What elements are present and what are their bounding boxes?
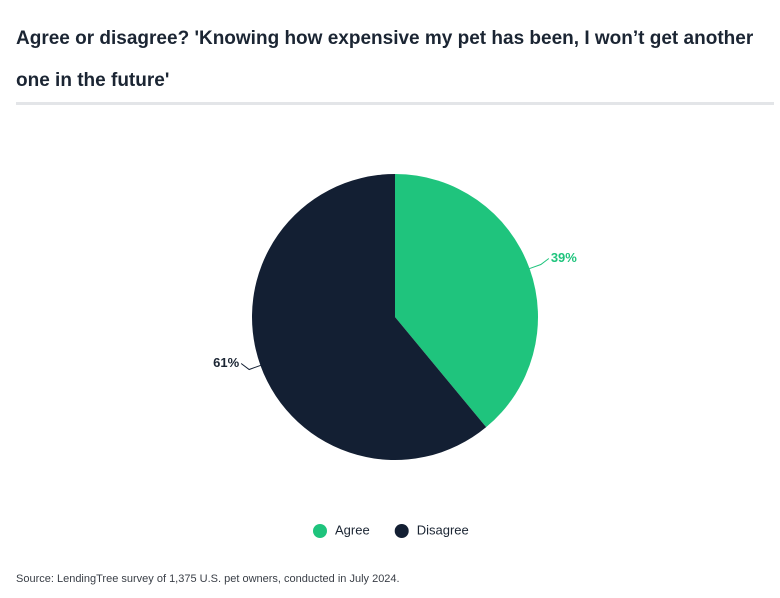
title-rule xyxy=(16,102,774,105)
legend-marker xyxy=(313,524,327,538)
source-note: Source: LendingTree survey of 1,375 U.S.… xyxy=(16,573,400,585)
legend-marker xyxy=(394,524,409,538)
chart-title: Agree or disagree? 'Knowing how expensiv… xyxy=(16,28,754,91)
data-label: 61% xyxy=(213,355,239,370)
leader-line xyxy=(529,258,550,270)
legend-label: Agree xyxy=(335,522,370,537)
leader-line xyxy=(240,363,261,371)
pie-slice xyxy=(395,174,538,428)
pie-slice xyxy=(251,174,487,461)
data-label: 39% xyxy=(551,250,577,265)
legend-label: Disagree xyxy=(417,522,469,537)
